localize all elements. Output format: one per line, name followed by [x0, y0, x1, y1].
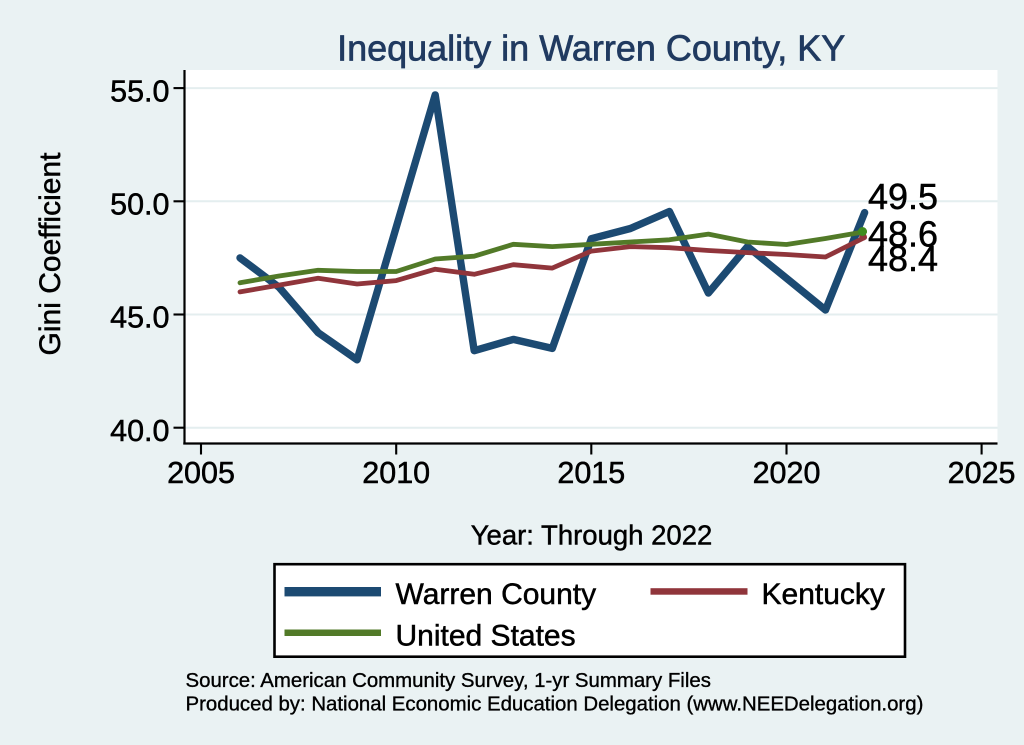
- svg-text:2015: 2015: [557, 456, 625, 490]
- svg-text:2020: 2020: [753, 456, 821, 490]
- svg-text:40.0: 40.0: [110, 414, 169, 448]
- svg-text:2025: 2025: [948, 456, 1016, 490]
- svg-text:Kentucky: Kentucky: [762, 578, 885, 611]
- svg-text:Year: Through 2022: Year: Through 2022: [471, 520, 713, 551]
- svg-text:55.0: 55.0: [110, 74, 169, 108]
- svg-text:48.4: 48.4: [868, 238, 938, 279]
- svg-text:Produced by: National Economic: Produced by: National Economic Education…: [186, 694, 924, 716]
- svg-text:Source: American Community Sur: Source: American Community Survey, 1-yr …: [186, 670, 711, 692]
- svg-text:2010: 2010: [362, 456, 430, 490]
- svg-text:50.0: 50.0: [110, 188, 169, 222]
- svg-text:Inequality in Warren County, K: Inequality in Warren County, KY: [337, 27, 845, 68]
- svg-text:2005: 2005: [167, 456, 235, 490]
- svg-text:United States: United States: [396, 620, 576, 653]
- svg-text:48.6: 48.6: [868, 214, 938, 255]
- svg-text:Gini Coefficient: Gini Coefficient: [34, 152, 67, 356]
- svg-text:Warren County: Warren County: [396, 578, 597, 611]
- svg-text:49.5: 49.5: [868, 176, 938, 217]
- svg-text:45.0: 45.0: [110, 301, 169, 335]
